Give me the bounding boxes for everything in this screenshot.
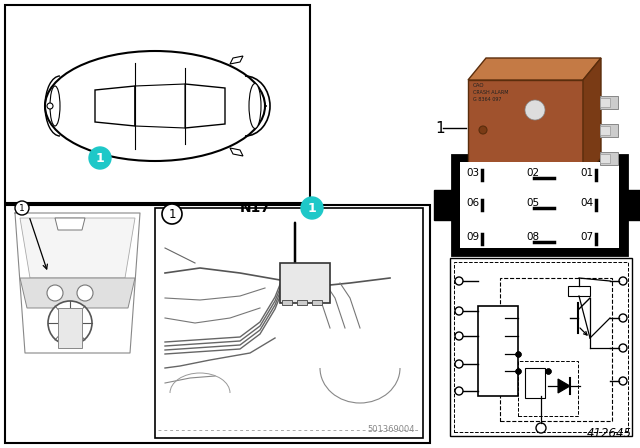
- Text: 09: 09: [466, 232, 479, 242]
- Bar: [452, 155, 627, 255]
- Circle shape: [48, 301, 92, 345]
- Polygon shape: [230, 56, 243, 64]
- Polygon shape: [95, 86, 135, 126]
- Text: 08: 08: [526, 232, 539, 242]
- Ellipse shape: [249, 83, 261, 129]
- Polygon shape: [468, 58, 601, 80]
- Text: 04: 04: [580, 198, 593, 208]
- Circle shape: [619, 377, 627, 385]
- Circle shape: [15, 201, 29, 215]
- Bar: [600, 154, 610, 163]
- Circle shape: [455, 332, 463, 340]
- Bar: [500, 278, 612, 421]
- Text: CAO: CAO: [473, 83, 484, 88]
- Circle shape: [455, 277, 463, 285]
- Bar: [600, 152, 618, 165]
- Bar: [297, 300, 307, 305]
- Bar: [478, 306, 518, 396]
- Text: CRASH ALARM: CRASH ALARM: [473, 90, 509, 95]
- Bar: [454, 262, 628, 432]
- Text: 1: 1: [435, 121, 445, 135]
- Polygon shape: [185, 84, 225, 128]
- Bar: [282, 300, 292, 305]
- Circle shape: [77, 285, 93, 301]
- Bar: [434, 190, 452, 220]
- Bar: [600, 124, 618, 137]
- Circle shape: [455, 307, 463, 315]
- Bar: [600, 126, 610, 135]
- Bar: [468, 80, 583, 180]
- Circle shape: [47, 103, 53, 109]
- Text: 01: 01: [580, 168, 593, 178]
- Circle shape: [479, 126, 487, 134]
- Bar: [312, 300, 322, 305]
- Text: 05: 05: [526, 198, 539, 208]
- Ellipse shape: [45, 51, 265, 161]
- Circle shape: [525, 100, 545, 120]
- Bar: [5, 205, 430, 443]
- Text: 1: 1: [168, 207, 176, 220]
- FancyArrowPatch shape: [261, 104, 266, 108]
- Bar: [600, 96, 618, 109]
- Text: 06: 06: [466, 198, 479, 208]
- Ellipse shape: [50, 86, 60, 126]
- Circle shape: [162, 204, 182, 224]
- Circle shape: [619, 344, 627, 352]
- Polygon shape: [230, 148, 243, 156]
- Text: N17: N17: [240, 201, 271, 215]
- Bar: [5, 5, 310, 203]
- Polygon shape: [55, 218, 85, 230]
- Circle shape: [536, 423, 546, 433]
- Polygon shape: [135, 84, 185, 128]
- Circle shape: [455, 387, 463, 395]
- Text: 1: 1: [19, 203, 25, 212]
- Polygon shape: [15, 210, 140, 368]
- Text: 412645: 412645: [587, 427, 632, 440]
- Text: 07: 07: [580, 232, 593, 242]
- Bar: [518, 361, 578, 416]
- Bar: [155, 208, 423, 438]
- Text: 1: 1: [95, 151, 104, 164]
- Bar: [460, 162, 619, 248]
- Bar: [627, 190, 640, 220]
- Text: 02: 02: [526, 168, 539, 178]
- Text: 1: 1: [308, 202, 316, 215]
- Circle shape: [301, 197, 323, 219]
- Circle shape: [47, 285, 63, 301]
- Polygon shape: [558, 379, 570, 393]
- Circle shape: [455, 360, 463, 368]
- Polygon shape: [20, 218, 135, 278]
- Text: 03: 03: [466, 168, 479, 178]
- Bar: [525, 368, 545, 398]
- Bar: [280, 263, 330, 303]
- Polygon shape: [20, 278, 135, 308]
- Circle shape: [619, 277, 627, 285]
- Text: G 8364 097: G 8364 097: [473, 97, 502, 102]
- Polygon shape: [58, 308, 82, 348]
- Bar: [600, 98, 610, 107]
- Polygon shape: [583, 58, 601, 180]
- Circle shape: [619, 314, 627, 322]
- Circle shape: [89, 147, 111, 169]
- Bar: [450, 258, 632, 436]
- Text: 501369004: 501369004: [367, 425, 415, 434]
- Bar: [568, 286, 590, 296]
- Circle shape: [62, 315, 78, 331]
